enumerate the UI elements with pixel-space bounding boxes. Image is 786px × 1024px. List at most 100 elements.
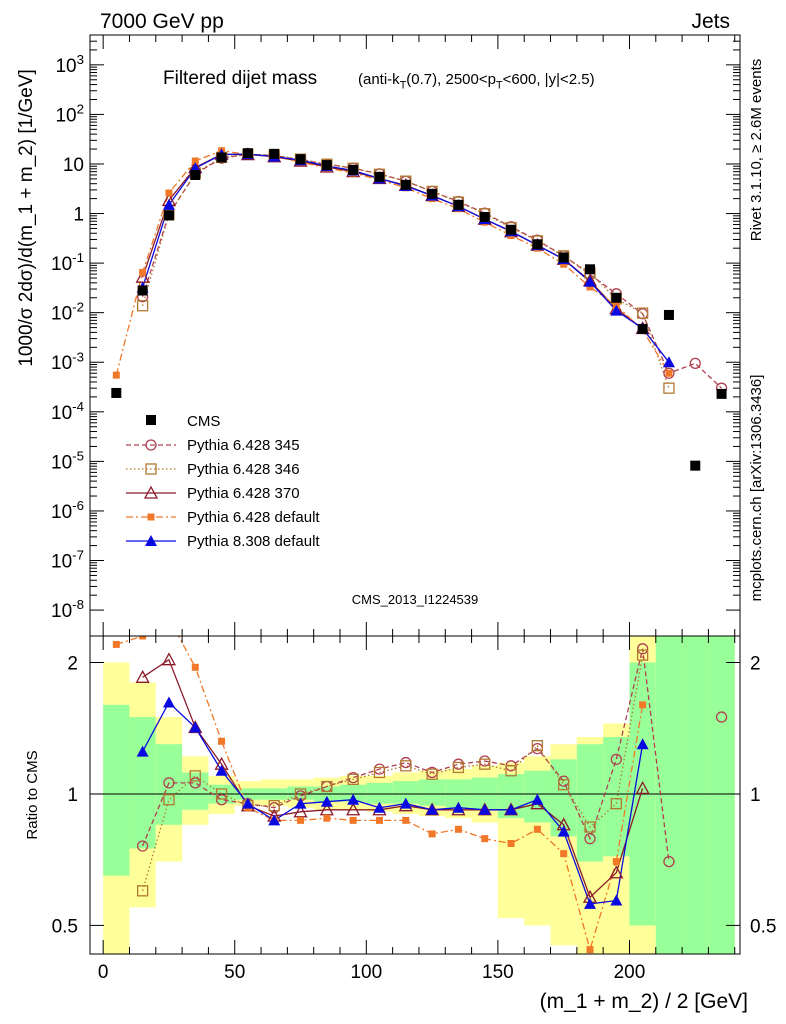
ratio-tick-label-right: 1 <box>750 785 761 806</box>
series-point-3 <box>560 260 568 268</box>
title-main: Filtered dijet mass <box>163 68 317 89</box>
ratio-point-1 <box>479 758 491 770</box>
series-point-4 <box>610 304 623 316</box>
y-tick-label: 10-1 <box>51 250 84 275</box>
ratio-point-2 <box>635 780 650 794</box>
series-line-2 <box>141 153 643 330</box>
chart-title: Filtered dijet mass (anti-kT(0.7), 2500<p… <box>163 68 595 92</box>
ratio-point-3 <box>560 850 568 858</box>
y-tick-label: 103 <box>55 52 84 77</box>
ratio-point-4 <box>268 814 281 826</box>
ratio-point-2 <box>161 652 177 666</box>
series-point-3 <box>165 189 173 197</box>
ratio-point-4 <box>215 764 228 776</box>
legend-marker-2 <box>143 485 159 499</box>
band-inner-bin <box>682 636 709 954</box>
data-point <box>374 171 385 182</box>
data-point <box>242 148 253 159</box>
ratio-point-1 <box>636 649 649 661</box>
y-tick-label: 10-8 <box>51 597 84 622</box>
y-tick-label: 10-4 <box>51 399 84 424</box>
band-inner-bin <box>392 781 419 804</box>
band-inner-bin <box>103 704 130 876</box>
band-inner-bin <box>576 744 604 862</box>
series-point-3 <box>665 369 673 377</box>
ratio-point-2 <box>293 804 308 818</box>
ratio-point-4 <box>531 793 544 805</box>
ratio-point-0 <box>189 777 201 789</box>
ratio-point-0 <box>136 840 149 852</box>
ratio-y-axis-label: Ratio to CMS <box>24 750 41 839</box>
ratio-point-1 <box>452 761 465 774</box>
main-series-layer <box>115 150 723 389</box>
series-point-3 <box>139 268 147 276</box>
data-point <box>663 309 674 320</box>
ratio-point-4 <box>241 797 254 809</box>
ratio-point-3 <box>428 830 436 838</box>
legend-label-2: Pythia 6.428 370 <box>187 485 300 502</box>
series-point-1 <box>636 307 649 319</box>
data-point <box>585 264 595 275</box>
ratio-point-4 <box>557 825 570 837</box>
legend-marker-data <box>146 415 156 425</box>
header-left: 7000 GeV pp <box>100 10 224 33</box>
ratio-line-2 <box>142 658 644 899</box>
ratio-point-1 <box>215 788 228 800</box>
x-tick-label: 50 <box>224 962 245 983</box>
ratio-point-3 <box>218 737 226 745</box>
data-point <box>453 199 464 210</box>
y-tick-label: 10 <box>63 155 84 176</box>
data-point <box>558 252 569 263</box>
ratio-point-3 <box>454 825 462 833</box>
data-point <box>427 188 438 199</box>
ratio-point-1 <box>136 885 149 897</box>
ratio-point-3 <box>375 816 383 824</box>
ratio-point-4 <box>189 721 202 733</box>
data-point <box>506 224 517 235</box>
data-point <box>532 239 543 250</box>
legend-label-1: Pythia 6.428 346 <box>187 461 300 478</box>
legend: CMS Pythia 6.428 345 Pythia 6.428 346 Pythi… <box>126 413 320 550</box>
y-tick-label: 102 <box>55 101 84 126</box>
ratio-point-0 <box>584 833 596 845</box>
y-tick-label: 10-7 <box>51 548 84 573</box>
legend-marker-1 <box>145 463 157 475</box>
ratio-point-3 <box>612 858 620 866</box>
ratio-point-4 <box>426 803 439 815</box>
title-detail: (anti-kT(0.7), 2500<pT<600, |y|<2.5) <box>358 71 595 92</box>
source-label: mcplots.cern.ch [arXiv:1306.3436] <box>748 375 765 602</box>
series-line-3 <box>115 150 670 376</box>
ratio-point-3 <box>139 636 147 640</box>
ratio-tick-label-left: 1 <box>67 785 78 806</box>
ratio-plot-frame <box>89 635 741 955</box>
ratio-point-4 <box>162 696 175 708</box>
ratio-point-4 <box>136 745 149 757</box>
ratio-point-1 <box>347 773 359 786</box>
series-point-3 <box>112 371 120 379</box>
y-tick-label: 10-3 <box>51 349 84 374</box>
x-axis-label: (m_1 + m_2) / 2 [GeV] <box>540 990 748 1013</box>
ratio-point-0 <box>215 794 228 806</box>
ratio-point-0 <box>636 643 649 655</box>
band-inner-bin <box>603 737 630 857</box>
series-point-0 <box>663 367 675 379</box>
data-point <box>111 387 122 398</box>
ratio-point-4 <box>584 897 596 909</box>
ratio-point-3 <box>297 816 305 824</box>
series-markers <box>111 146 728 954</box>
ratio-bands <box>103 636 735 954</box>
data-point <box>690 460 701 471</box>
legend-label-0: Pythia 6.428 345 <box>187 437 300 454</box>
data-point <box>348 164 359 175</box>
ratio-point-0 <box>163 777 175 789</box>
ratio-tick-label-left: 2 <box>67 654 78 675</box>
data-point <box>637 323 648 334</box>
ratio-marker-layer <box>112 636 728 954</box>
series-point-3 <box>191 157 199 165</box>
header-right: Jets <box>691 10 730 33</box>
ratio-point-0 <box>400 756 412 769</box>
series-point-4 <box>662 356 675 368</box>
data-point <box>137 285 148 296</box>
ratio-point-1 <box>189 770 201 782</box>
